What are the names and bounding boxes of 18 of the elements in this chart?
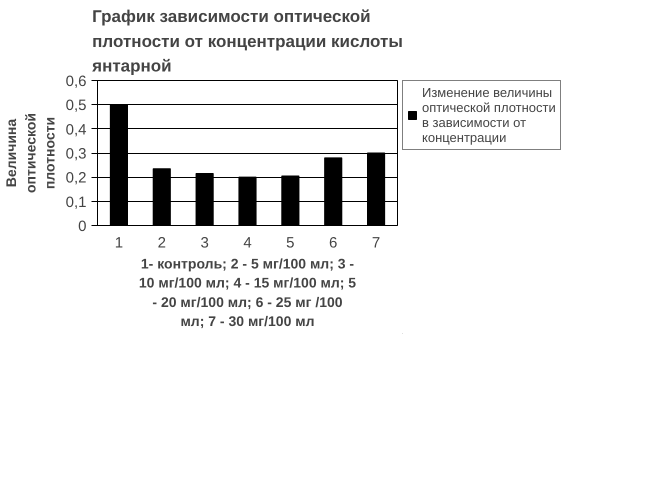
- y-tick-label: 0: [78, 218, 86, 235]
- x-tick-label: 7: [372, 234, 380, 252]
- x-axis-title: 1- контроль; 2 - 5 мг/100 мл; 3 - 10 мг/100 мл; 4 - 15 мг/100 мл; 5 - 20 мг/100 мл; 6 - 25 мг /100 мл; 7 - 30 мг/100 мл: [138, 256, 356, 330]
- x-tick-label: 2: [158, 234, 166, 252]
- x-tick-label: 5: [286, 234, 295, 252]
- y-tick-label: 0,2: [66, 170, 87, 187]
- y-tick-label: 0,5: [66, 97, 87, 114]
- legend-label: Изменение величины оптической плотности в зависимости от концентрации: [422, 85, 556, 145]
- x-tick-label: 1: [114, 234, 124, 252]
- y-tick-label: 0,4: [66, 121, 87, 138]
- x-tick-label: 6: [329, 234, 338, 252]
- y-axis-title: Величина оптической плотности: [3, 113, 58, 193]
- y-tick-label: 0,6: [66, 73, 87, 90]
- x-tick-label: 4: [243, 234, 252, 252]
- y-tick-label: 0,3: [66, 146, 87, 162]
- y-tick-label: 0,1: [66, 194, 87, 211]
- chart-title: График зависимости оптической плотности от концентрации кислоты янтарной: [91, 7, 403, 76]
- x-tick-label: 3: [200, 234, 209, 252]
